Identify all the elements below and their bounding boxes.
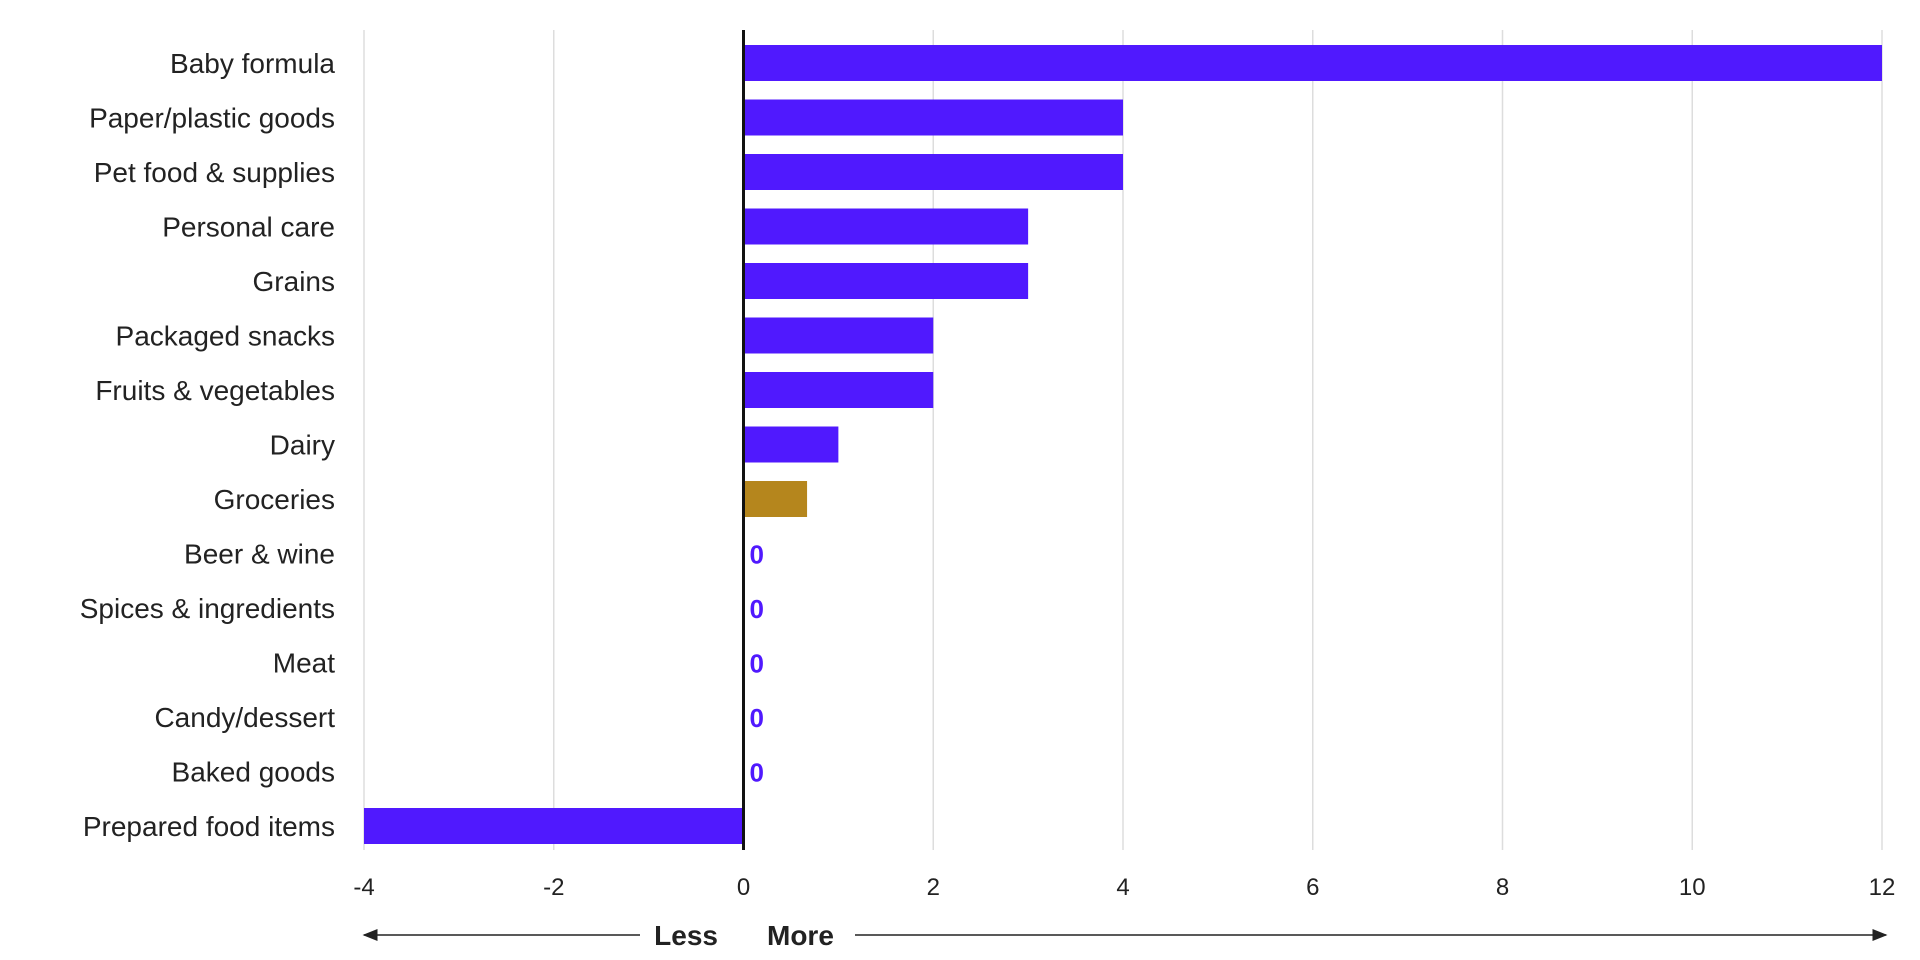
category-label: Grains — [253, 266, 335, 297]
bar — [743, 99, 1123, 136]
zero-value-label: 0 — [750, 758, 764, 788]
x-tick-label: 0 — [737, 874, 750, 901]
x-tick-label: 4 — [1116, 874, 1129, 901]
category-labels: Baby formula Paper/plastic goods Pet food … — [80, 48, 336, 842]
category-label: Paper/plastic goods — [89, 103, 335, 134]
bar — [743, 45, 1882, 81]
category-label: Pet food & supplies — [94, 157, 335, 188]
category-label: Packaged snacks — [116, 321, 335, 352]
zero-value-label: 0 — [750, 649, 764, 679]
bar — [743, 426, 839, 463]
bar — [743, 208, 1029, 245]
x-tick-label: 6 — [1306, 874, 1319, 901]
category-label: Spices & ingredients — [80, 593, 335, 624]
bar — [364, 808, 744, 844]
category-label: Prepared food items — [83, 811, 335, 842]
direction-indicator: Less More — [362, 920, 1888, 951]
category-label: Meat — [273, 648, 335, 679]
more-label: More — [767, 920, 834, 951]
bar — [743, 481, 808, 517]
category-label: Baked goods — [172, 757, 335, 788]
bar — [743, 154, 1123, 190]
category-label: Dairy — [270, 430, 335, 461]
x-tick-label: -2 — [543, 874, 564, 901]
x-tick-label: 2 — [927, 874, 940, 901]
zero-value-label: 0 — [750, 594, 764, 624]
bar-layer: 0 0 0 0 0 — [364, 30, 1882, 850]
category-label: Beer & wine — [184, 539, 335, 570]
category-label: Personal care — [162, 212, 335, 243]
zero-value-label: 0 — [750, 703, 764, 733]
category-label: Groceries — [214, 484, 335, 515]
less-label: Less — [654, 920, 718, 951]
category-label: Fruits & vegetables — [95, 375, 335, 406]
category-label: Candy/dessert — [154, 702, 335, 733]
grid-layer — [363, 30, 1883, 850]
x-axis-ticks: -4 -2 0 2 4 6 8 10 12 — [353, 874, 1895, 901]
bar — [743, 317, 934, 354]
category-label: Baby formula — [170, 48, 335, 79]
bar — [743, 263, 1029, 299]
bar — [743, 372, 934, 408]
x-tick-label: 8 — [1496, 874, 1509, 901]
x-tick-label: 10 — [1679, 874, 1706, 901]
zero-value-label: 0 — [750, 540, 764, 570]
x-tick-label: 12 — [1869, 874, 1896, 901]
x-tick-label: -4 — [353, 874, 374, 901]
